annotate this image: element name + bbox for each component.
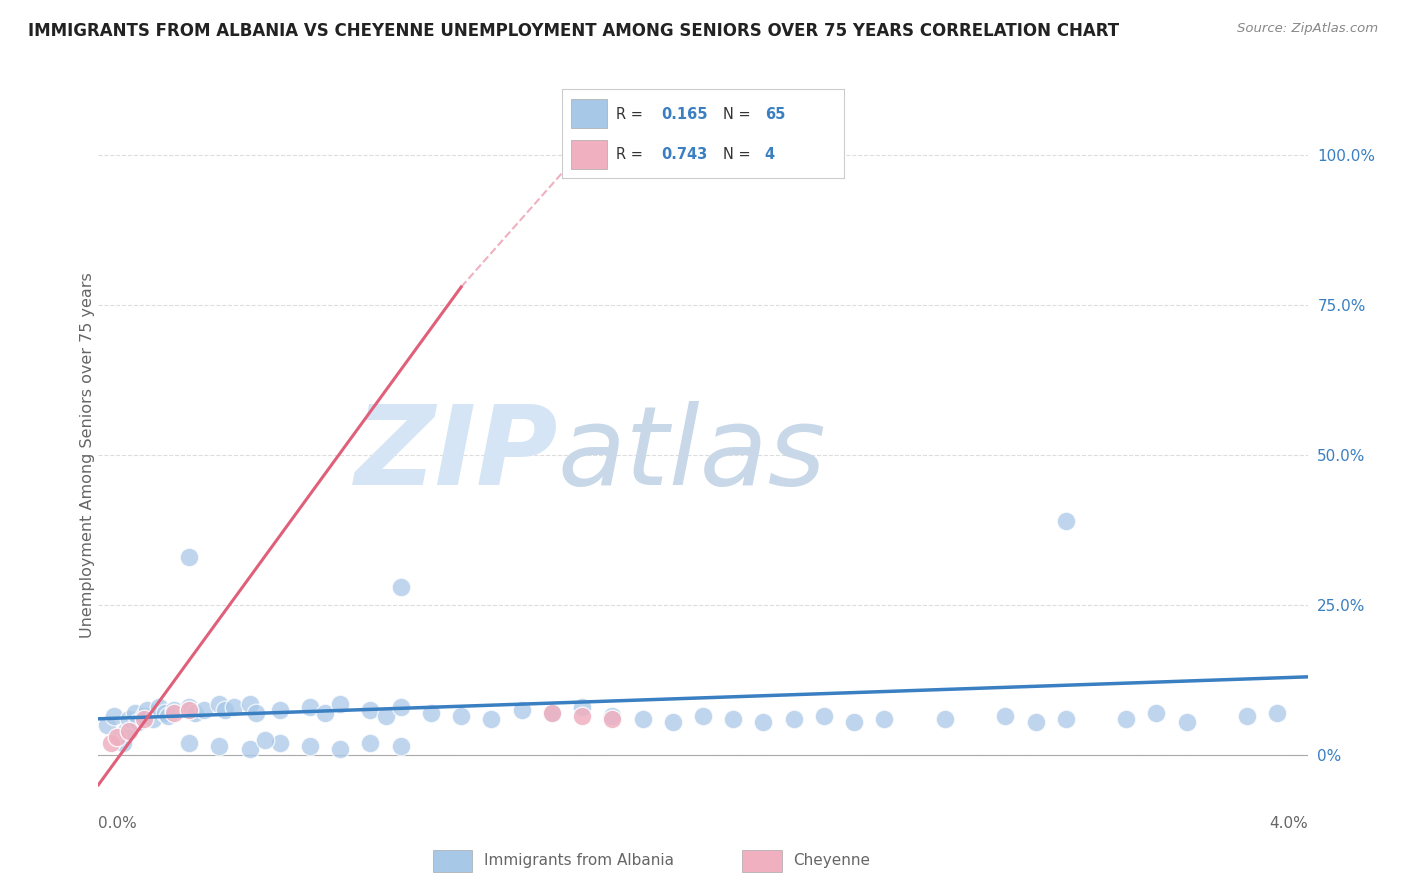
- Text: 4: 4: [765, 147, 775, 161]
- Point: [105, 730, 128, 744]
- Point: [602, 712, 624, 726]
- Text: 0.165: 0.165: [661, 107, 707, 121]
- Point: [374, 708, 396, 723]
- Point: [108, 730, 131, 744]
- FancyBboxPatch shape: [433, 849, 472, 872]
- Point: [783, 712, 806, 726]
- Point: [245, 706, 267, 720]
- Point: [224, 699, 246, 714]
- Point: [114, 723, 136, 738]
- Point: [142, 712, 165, 726]
- Text: Source: ZipAtlas.com: Source: ZipAtlas.com: [1237, 22, 1378, 36]
- Point: [723, 712, 745, 726]
- Text: 0.0%: 0.0%: [98, 816, 138, 831]
- Point: [1115, 712, 1137, 726]
- Point: [934, 712, 956, 726]
- Text: N =: N =: [723, 147, 759, 161]
- Point: [127, 714, 149, 729]
- Point: [329, 697, 352, 711]
- Point: [360, 703, 382, 717]
- Point: [124, 706, 146, 720]
- Point: [662, 714, 685, 729]
- Point: [1267, 706, 1289, 720]
- Point: [360, 736, 382, 750]
- Point: [239, 741, 262, 756]
- Point: [184, 706, 207, 720]
- Point: [118, 723, 141, 738]
- Point: [103, 708, 125, 723]
- Point: [179, 699, 201, 714]
- Point: [541, 706, 564, 720]
- Point: [1054, 514, 1077, 528]
- Point: [389, 699, 412, 714]
- Text: R =: R =: [616, 107, 647, 121]
- Point: [193, 703, 215, 717]
- Point: [510, 703, 533, 717]
- Point: [148, 699, 170, 714]
- Point: [118, 712, 141, 726]
- Point: [156, 708, 179, 723]
- Text: ZIP: ZIP: [354, 401, 558, 508]
- Point: [299, 699, 322, 714]
- Point: [389, 739, 412, 753]
- Point: [844, 714, 866, 729]
- Point: [481, 712, 503, 726]
- Point: [813, 708, 835, 723]
- Point: [179, 736, 201, 750]
- Point: [269, 736, 291, 750]
- Text: Cheyenne: Cheyenne: [793, 854, 870, 868]
- Point: [163, 703, 186, 717]
- Point: [1175, 714, 1198, 729]
- Point: [135, 703, 157, 717]
- Text: R =: R =: [616, 147, 647, 161]
- Point: [994, 708, 1017, 723]
- Point: [1236, 708, 1258, 723]
- Point: [1025, 714, 1047, 729]
- Point: [571, 699, 593, 714]
- Text: 4.0%: 4.0%: [1268, 816, 1308, 831]
- Point: [253, 732, 276, 747]
- Point: [179, 549, 201, 564]
- Point: [239, 697, 262, 711]
- Point: [420, 706, 443, 720]
- FancyBboxPatch shape: [571, 140, 607, 169]
- Point: [692, 708, 714, 723]
- Point: [1146, 706, 1168, 720]
- Point: [329, 741, 352, 756]
- Point: [111, 736, 134, 750]
- Point: [208, 739, 231, 753]
- Point: [752, 714, 775, 729]
- Point: [571, 708, 593, 723]
- Point: [873, 712, 896, 726]
- Point: [450, 708, 472, 723]
- Text: 65: 65: [765, 107, 785, 121]
- Point: [132, 712, 155, 726]
- Text: IMMIGRANTS FROM ALBANIA VS CHEYENNE UNEMPLOYMENT AMONG SENIORS OVER 75 YEARS COR: IMMIGRANTS FROM ALBANIA VS CHEYENNE UNEM…: [28, 22, 1119, 40]
- Point: [132, 708, 155, 723]
- Point: [389, 580, 412, 594]
- Point: [96, 718, 118, 732]
- Text: 0.743: 0.743: [661, 147, 707, 161]
- Point: [269, 703, 291, 717]
- FancyBboxPatch shape: [571, 99, 607, 128]
- FancyBboxPatch shape: [742, 849, 782, 872]
- Point: [631, 712, 654, 726]
- Text: Immigrants from Albania: Immigrants from Albania: [484, 854, 673, 868]
- Point: [179, 703, 201, 717]
- Point: [163, 706, 186, 720]
- Text: N =: N =: [723, 107, 755, 121]
- Point: [100, 736, 122, 750]
- Point: [214, 703, 236, 717]
- Point: [602, 708, 624, 723]
- Text: atlas: atlas: [558, 401, 827, 508]
- Point: [541, 706, 564, 720]
- Point: [1054, 712, 1077, 726]
- Point: [299, 739, 322, 753]
- Point: [153, 706, 176, 720]
- Y-axis label: Unemployment Among Seniors over 75 years: Unemployment Among Seniors over 75 years: [80, 272, 94, 638]
- Point: [314, 706, 336, 720]
- Point: [208, 697, 231, 711]
